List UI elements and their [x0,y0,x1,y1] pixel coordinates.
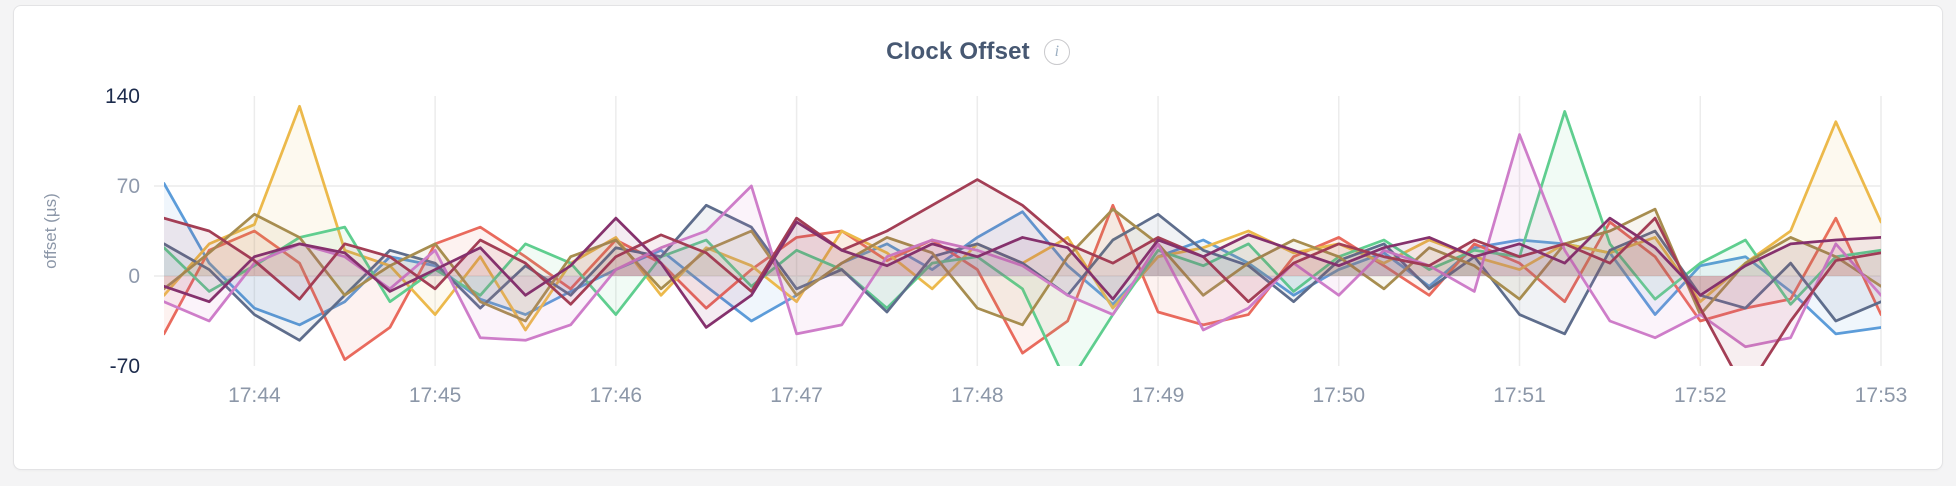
series-area-series-6 [164,209,1881,325]
y-axis-tick-label: 140 [105,86,140,108]
info-icon-glyph: i [1054,43,1060,60]
series-area-series-5 [164,205,1881,341]
x-axis-tick-label: 17:45 [409,384,462,407]
chart-card: Clock Offset i 140 70 0 -70 17:44 17:45 17:46 1… [13,5,1943,470]
series-line-series-7 [164,133,1881,349]
clock-offset-chart[interactable]: 140 70 0 -70 17:44 17:45 17:46 17:47 17:48 17:49 1… [14,85,1944,416]
x-axis-tick-label: 17:52 [1674,384,1727,407]
series-line-series-9 [164,216,1881,329]
series-area-series-2 [164,205,1881,360]
series-area-series-7 [164,134,1881,347]
y-axis-tick-label: 0 [128,265,140,288]
series-area-series-9 [164,218,1881,328]
x-axis-tick-label: 17:48 [951,384,1004,407]
series-area-series-4 [164,111,1881,366]
y-axis-title: offset (µs) [41,193,60,269]
series-area-series-8 [164,179,1881,366]
x-axis-tick-label: 17:53 [1855,384,1908,407]
x-axis-tick-label: 17:50 [1313,384,1366,407]
x-axis-tick-label: 17:44 [228,384,281,407]
chart-plot-area[interactable] [164,104,1881,391]
chart-header: Clock Offset i [14,6,1942,72]
info-icon[interactable]: i [1043,39,1070,65]
x-axis-tick-label: 17:49 [1132,384,1185,407]
x-axis-tick-label: 17:46 [590,384,643,407]
chart-area: 140 70 0 -70 17:44 17:45 17:46 17:47 17:48 17:49 1… [14,85,1944,421]
series-area-series-1 [164,183,1881,334]
chart-title: Clock Offset [886,38,1030,65]
y-axis-tick-label: -70 [110,355,140,378]
y-axis-tick-label: 70 [117,175,140,198]
x-axis-tick-label: 17:47 [770,384,823,407]
x-axis-tick-label: 17:51 [1493,384,1546,407]
series-line-series-8 [164,178,1881,366]
